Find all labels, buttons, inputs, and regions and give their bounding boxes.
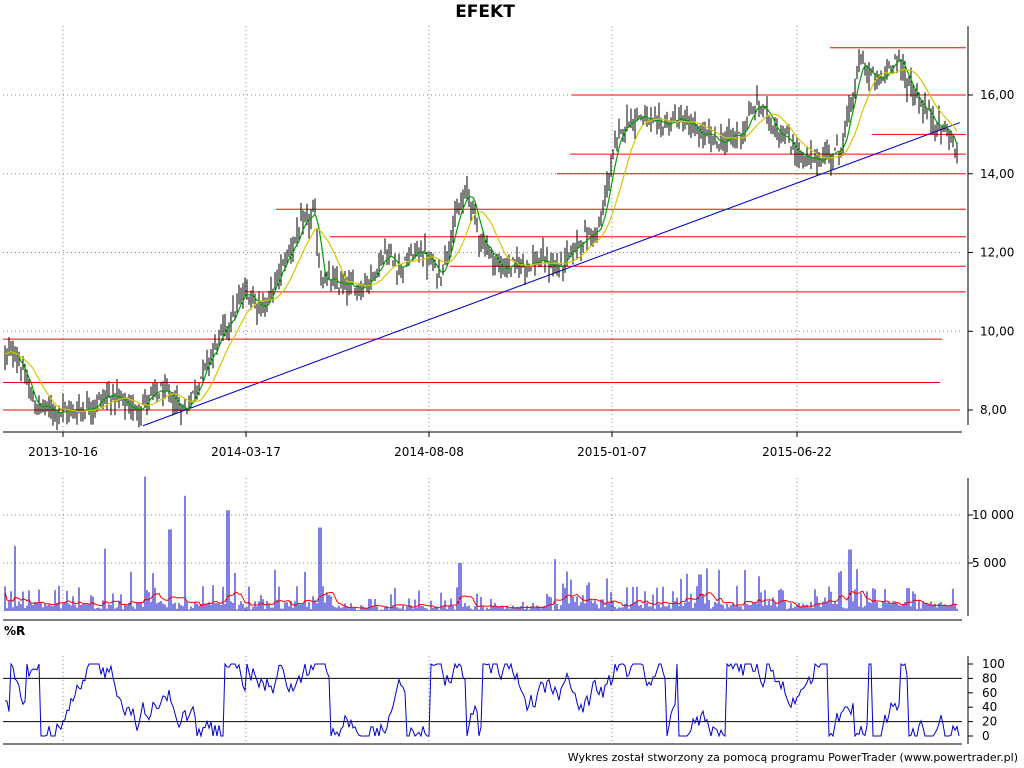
- volume-average-line: [4, 590, 958, 610]
- x-tick-label: 2014-08-08: [394, 445, 464, 459]
- y-tick-label: 12,00: [980, 246, 1014, 260]
- x-tick-label: 2015-06-22: [762, 445, 832, 459]
- wr-line: [4, 662, 960, 738]
- volume-tick-label: 10 000: [972, 508, 1014, 522]
- y-tick-label: 8,00: [980, 403, 1007, 417]
- y-tick-label: 16,00: [980, 88, 1014, 102]
- chart-title: EFEKT: [455, 2, 515, 22]
- moving-average-line: [4, 68, 958, 413]
- wr-tick-label: 60: [982, 686, 997, 700]
- wr-tick-label: 100: [982, 657, 1005, 671]
- footer-credit: Wykres został stworzony za pomocą progra…: [567, 751, 1018, 764]
- x-tick-label: 2015-01-07: [577, 445, 647, 459]
- wr-tick-label: 20: [982, 715, 997, 729]
- williams-r-label: %R: [4, 624, 26, 638]
- trend-line: [142, 122, 961, 427]
- wr-tick-label: 80: [982, 671, 997, 685]
- wr-tick-label: 40: [982, 700, 997, 714]
- y-tick-label: 14,00: [980, 167, 1014, 181]
- volume-tick-label: 5 000: [972, 556, 1006, 570]
- y-tick-label: 10,00: [980, 324, 1014, 338]
- wr-tick-label: 0: [982, 729, 990, 743]
- x-tick-label: 2014-03-17: [211, 445, 281, 459]
- moving-average-line: [4, 59, 958, 414]
- x-tick-label: 2013-10-16: [28, 445, 98, 459]
